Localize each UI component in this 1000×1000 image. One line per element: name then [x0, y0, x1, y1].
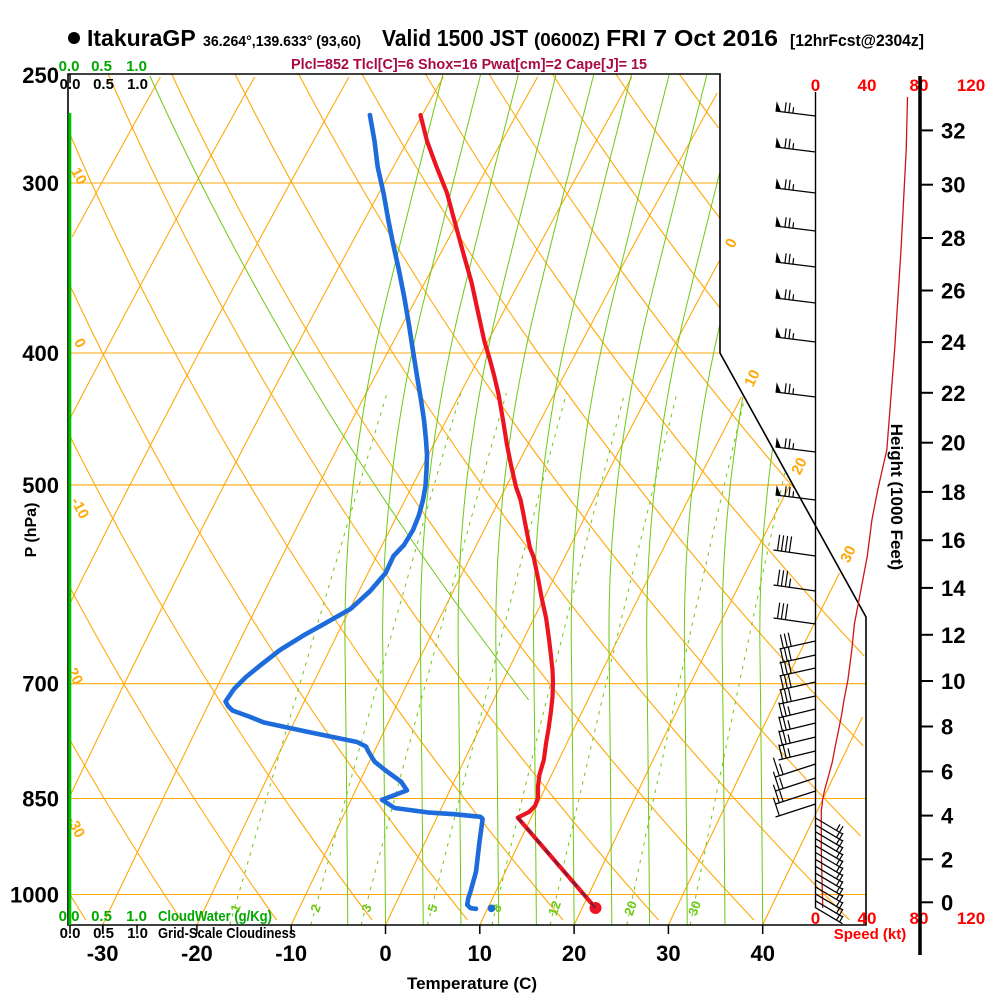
svg-text:Temperature (C): Temperature (C) [407, 974, 537, 993]
svg-text:1: 1 [227, 902, 244, 914]
svg-text:-10: -10 [275, 941, 307, 966]
svg-text:32: 32 [941, 118, 965, 143]
svg-text:20: 20 [562, 941, 586, 966]
svg-text:400: 400 [22, 341, 59, 366]
svg-text:12: 12 [545, 899, 564, 918]
svg-text:300: 300 [22, 171, 59, 196]
svg-text:500: 500 [22, 473, 59, 498]
svg-text:20: 20 [621, 899, 640, 918]
svg-text:-20: -20 [181, 941, 213, 966]
svg-text:120: 120 [957, 909, 985, 928]
svg-text:12: 12 [941, 623, 965, 648]
svg-text:-30: -30 [87, 941, 119, 966]
svg-text:8: 8 [941, 715, 953, 740]
svg-text:10: 10 [67, 165, 90, 188]
svg-text:6: 6 [941, 759, 953, 784]
svg-text:CloudWater (g/Kg): CloudWater (g/Kg) [158, 908, 272, 925]
svg-text:0: 0 [811, 76, 820, 95]
svg-text:3: 3 [358, 902, 375, 914]
svg-text:1000: 1000 [10, 883, 59, 908]
svg-text:28: 28 [941, 226, 965, 251]
svg-text:1.0: 1.0 [127, 76, 148, 93]
svg-text:26: 26 [941, 278, 965, 303]
svg-text:0.5: 0.5 [93, 925, 114, 942]
svg-text:14: 14 [941, 576, 966, 601]
svg-text:0: 0 [811, 909, 820, 928]
svg-text:1.0: 1.0 [127, 925, 148, 942]
svg-text:P (hPa): P (hPa) [23, 503, 40, 558]
svg-text:30: 30 [656, 941, 680, 966]
svg-text:0: 0 [379, 941, 391, 966]
svg-text:40: 40 [858, 76, 877, 95]
svg-text:24: 24 [941, 330, 966, 355]
svg-text:10: 10 [468, 941, 492, 966]
svg-text:2: 2 [307, 902, 324, 914]
svg-text:0: 0 [941, 890, 953, 915]
svg-text:850: 850 [22, 786, 59, 811]
svg-text:18: 18 [941, 480, 965, 505]
svg-text:10: 10 [741, 367, 764, 389]
svg-text:0.5: 0.5 [91, 58, 112, 75]
svg-text:2: 2 [941, 847, 953, 872]
svg-text:20: 20 [788, 455, 811, 477]
svg-text:1.0: 1.0 [126, 58, 147, 75]
svg-text:Plcl=852 Tlcl[C]=6 Shox=16 Pwa: Plcl=852 Tlcl[C]=6 Shox=16 Pwat[cm]=2 Ca… [291, 56, 647, 73]
svg-text:30: 30 [941, 173, 965, 198]
svg-text:20: 20 [941, 431, 965, 456]
svg-text:4: 4 [941, 804, 954, 829]
svg-text:0.5: 0.5 [93, 76, 114, 93]
svg-text:5: 5 [424, 902, 441, 914]
svg-text:10: 10 [941, 669, 965, 694]
svg-text:30: 30 [685, 899, 704, 918]
svg-text:40: 40 [858, 909, 877, 928]
svg-text:8: 8 [488, 902, 505, 914]
svg-text:0.0: 0.0 [60, 76, 81, 93]
svg-text:Grid-Scale Cloudiness: Grid-Scale Cloudiness [158, 925, 296, 942]
svg-text:30: 30 [837, 543, 860, 565]
svg-text:Height (1000 Feet): Height (1000 Feet) [887, 424, 906, 570]
svg-text:0.0: 0.0 [59, 58, 80, 75]
svg-text:0.0: 0.0 [59, 908, 80, 925]
svg-text:40: 40 [750, 941, 774, 966]
svg-text:22: 22 [941, 381, 965, 406]
svg-text:0.5: 0.5 [91, 908, 112, 925]
svg-text:1.0: 1.0 [126, 908, 147, 925]
svg-text:16: 16 [941, 528, 965, 553]
svg-text:700: 700 [22, 672, 59, 697]
svg-text:0.0: 0.0 [60, 925, 81, 942]
svg-text:250: 250 [22, 63, 59, 88]
svg-text:120: 120 [957, 76, 985, 95]
svg-text:Speed (kt): Speed (kt) [834, 926, 907, 943]
